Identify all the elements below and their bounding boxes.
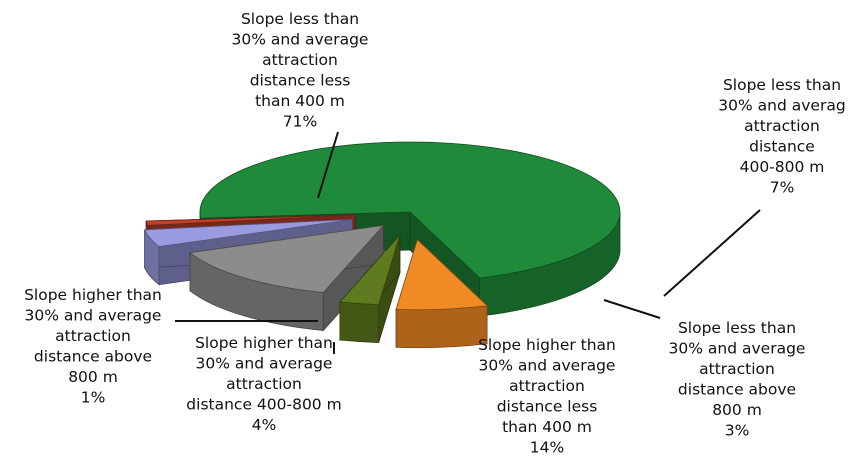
slice-label-line: 30% and average bbox=[479, 357, 616, 375]
slice-label-5: Slope higher than 30% and average attracti… bbox=[186, 334, 341, 434]
pie-slice-5-top bbox=[144, 218, 353, 248]
slice-label-line: Slope higher than bbox=[478, 336, 616, 354]
slice-label-line: 400-800 m bbox=[740, 158, 825, 176]
slice-percent-4: 14% bbox=[530, 439, 564, 457]
slice-label-line: attraction bbox=[262, 51, 338, 69]
slice-label-line: distance less bbox=[250, 72, 351, 90]
slice-label-line: 30% and averag bbox=[718, 97, 845, 115]
slice-label-line: 30% and average bbox=[196, 355, 333, 373]
slice-label-line: distance 400-800 m bbox=[186, 396, 341, 414]
slice-label-line: 30% and average bbox=[232, 31, 369, 49]
pie-slice-2-side-1 bbox=[395, 305, 488, 349]
slice-label-line: attraction bbox=[699, 360, 775, 378]
leader-line-2 bbox=[663, 209, 761, 297]
pie-slice-1-top bbox=[199, 141, 621, 279]
slice-label-line: 800 m bbox=[68, 368, 118, 386]
slice-label-line: 800 m bbox=[712, 401, 762, 419]
slice-label-1: Slope less than 30% and average attraction… bbox=[232, 10, 369, 131]
pie-slice-4-top bbox=[189, 224, 385, 293]
slice-label-line: 30% and average bbox=[669, 340, 806, 358]
pie-slice-3 bbox=[339, 233, 401, 344]
slice-label-6: Slope higher than 30% and average attracti… bbox=[24, 286, 162, 407]
pie-slice-3-top bbox=[339, 234, 401, 306]
pie-slice-4 bbox=[189, 224, 385, 332]
slice-label-3: Slope less than 30% and average attraction… bbox=[669, 319, 806, 440]
slice-label-line: than 400 m bbox=[255, 92, 345, 110]
leader-line-3 bbox=[603, 299, 661, 319]
pie-slice-3-side-1 bbox=[339, 301, 380, 344]
leader-line-1 bbox=[317, 131, 339, 199]
slice-label-line: 30% and average bbox=[25, 307, 162, 325]
slice-label-line: Slope less than bbox=[678, 319, 796, 337]
slice-label-line: Slope less than bbox=[723, 76, 841, 94]
slice-label-line: attraction bbox=[55, 327, 131, 345]
slice-label-line: distance less bbox=[497, 398, 598, 416]
slice-label-line: Slope higher than bbox=[24, 286, 162, 304]
pie-sides bbox=[144, 141, 621, 349]
slice-label-line: attraction bbox=[509, 377, 585, 395]
pie-slice-2-top bbox=[395, 238, 488, 311]
slice-label-line: attraction bbox=[744, 117, 820, 135]
slice-label-line: distance bbox=[749, 138, 815, 156]
slice-label-2: Slope less than 30% and averag attraction d… bbox=[718, 76, 845, 197]
slice-percent-6: 1% bbox=[81, 389, 106, 407]
slice-label-line: distance above bbox=[678, 381, 796, 399]
slice-label-line: Slope less than bbox=[241, 10, 359, 28]
pie-slice-2 bbox=[395, 238, 488, 349]
slice-label-4: Slope higher than 30% and average attracti… bbox=[478, 336, 616, 457]
slice-label-line: attraction bbox=[226, 375, 302, 393]
pie-slice-6-top bbox=[145, 214, 356, 226]
slice-percent-2: 7% bbox=[770, 179, 795, 197]
slice-percent-5: 4% bbox=[252, 416, 277, 434]
slice-label-line: distance above bbox=[34, 348, 152, 366]
slice-label-line: Slope higher than bbox=[195, 334, 333, 352]
slice-label-line: than 400 m bbox=[502, 418, 592, 436]
slice-percent-1: 71% bbox=[283, 113, 317, 131]
slice-percent-3: 3% bbox=[725, 422, 750, 440]
